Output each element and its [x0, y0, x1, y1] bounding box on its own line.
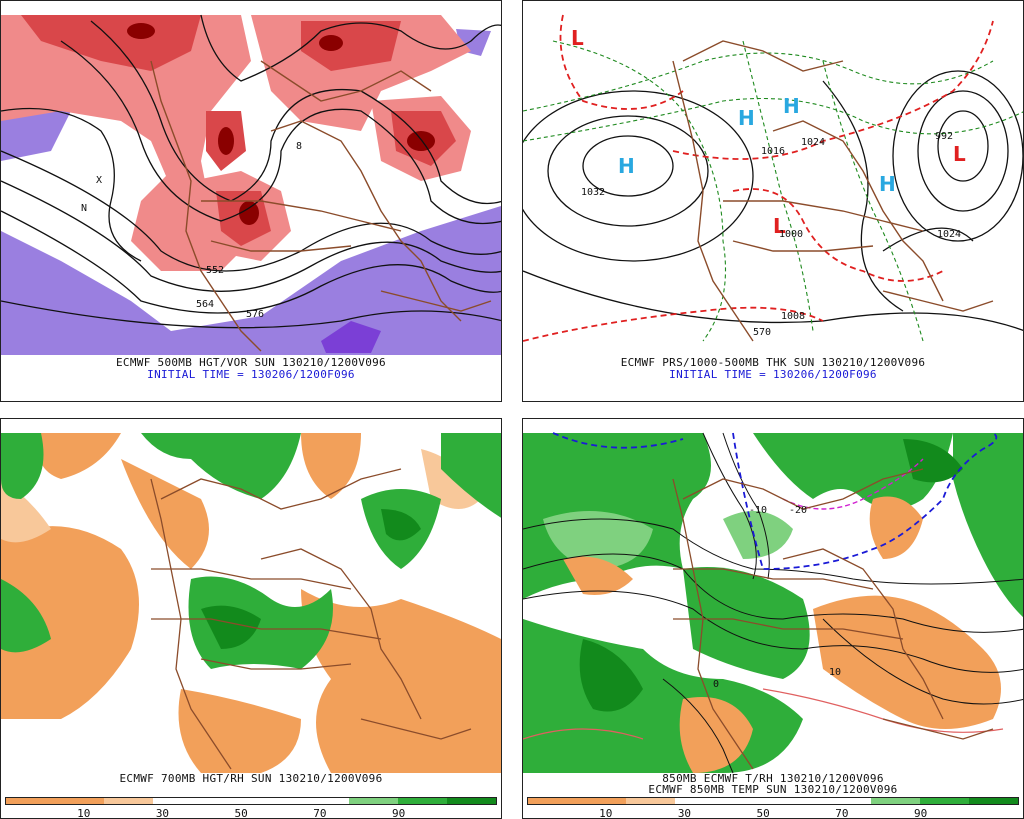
max-vorticity-cores [127, 23, 435, 225]
min-marker-n: N [81, 203, 87, 214]
isobar-label-1024-east: 1024 [937, 229, 961, 240]
isotherm-label-0: 0 [713, 679, 719, 690]
colorbar-tick: 90 [391, 807, 406, 819]
saturated-areas [201, 509, 421, 649]
colorbar-tick: 10 [599, 807, 613, 819]
isotherm-label-minus20: -20 [789, 505, 807, 516]
panel-700mb-rh: ECMWF 700MB HGT/RH SUN 130210/1200V096 1… [0, 418, 502, 819]
vorticity-map: 564 576 552 8 N X [1, 13, 501, 355]
low-pressure-center: L [953, 142, 966, 166]
negative-vorticity-core [321, 321, 381, 353]
rh-map-850mb: 0 -10 10 -20 [523, 431, 1023, 774]
colorbar-tick: 50 [234, 807, 248, 819]
freezing-isotherms [552, 432, 998, 570]
contour-label-552: 552 [206, 265, 224, 276]
panel-850mb-temp-rh: 0 -10 10 -20 850MB ECMWF T/RH 130210/120… [522, 418, 1024, 819]
panel-500mb-vorticity: 564 576 552 8 N X ECMWF 500MB HGT/VOR SU… [0, 0, 502, 402]
rh-colorbar-850mb [527, 797, 1019, 805]
rh-colorbar-700mb [5, 797, 497, 805]
colorbar-ticks: 10 30 50 70 90 [527, 807, 1019, 819]
low-pressure-center: L [773, 214, 786, 238]
colorbar-tick: 70 [835, 807, 849, 819]
saturated-areas [579, 439, 963, 712]
isotherms [523, 432, 1023, 774]
coastlines [672, 40, 994, 342]
coastlines [150, 60, 492, 352]
max-marker-x: X [96, 175, 102, 186]
pressure-map: H H H H L L L 1032 1024 1016 1000 992 10… [523, 13, 1023, 355]
isobar-label-1032: 1032 [581, 187, 605, 198]
colorbar-ticks: 10 30 50 70 90 [5, 807, 497, 819]
high-pressure-center: H [879, 172, 896, 196]
contour-label-564: 564 [196, 299, 214, 310]
height-contours [1, 14, 501, 329]
caption-bottom-left: ECMWF 700MB HGT/RH SUN 130210/1200V096 [119, 772, 383, 785]
isobar-label-1000: 1000 [779, 229, 803, 240]
high-pressure-center: H [783, 94, 800, 118]
colorbar-tick: 10 [77, 807, 91, 819]
cold-isotherms [782, 458, 924, 510]
coastlines [672, 468, 994, 770]
low-pressure-center: L [571, 26, 584, 50]
rh-map-700mb [1, 431, 501, 773]
caption-top-right-line1: ECMWF PRS/1000-500MB THK SUN 130210/1200… [620, 356, 926, 369]
freezing-thickness-lines [523, 14, 994, 342]
dry-areas [1, 433, 501, 773]
high-pressure-center: H [738, 106, 755, 130]
colorbar-tick: 30 [155, 807, 170, 819]
colorbar-tick: 70 [313, 807, 327, 819]
isobar-label-1008: 1008 [781, 311, 805, 322]
caption-bottom-right-line2: ECMWF 850MB TEMP SUN 130210/1200V096 [648, 783, 898, 796]
panel-pressure-thickness: H H H H L L L 1032 1024 1016 1000 992 10… [522, 0, 1024, 402]
isobar-label-992: 992 [935, 131, 953, 142]
thickness-label-570: 570 [753, 327, 771, 338]
isobar-label-1016: 1016 [761, 146, 785, 157]
isotherm-label-minus10: -10 [749, 505, 767, 516]
contour-label-8: 8 [296, 141, 302, 152]
isotherm-label-10: 10 [829, 667, 841, 678]
caption-bottom-right-line1: 850MB ECMWF T/RH 130210/1200V096 [662, 772, 884, 785]
colorbar-tick: 50 [756, 807, 770, 819]
isobar-label-1024: 1024 [801, 137, 825, 148]
contour-label-576: 576 [246, 309, 264, 320]
high-pressure-center: H [618, 154, 635, 178]
caption-top-right-line2: INITIAL TIME = 130206/1200F096 [669, 368, 877, 381]
colorbar-tick: 30 [677, 807, 692, 819]
dry-areas [563, 496, 1001, 773]
caption-top-left-line1: ECMWF 500MB HGT/VOR SUN 130210/1200V096 [116, 356, 386, 369]
colorbar-tick: 90 [913, 807, 928, 819]
isobars [523, 70, 1023, 332]
caption-top-left-line2: INITIAL TIME = 130206/1200F096 [147, 368, 355, 381]
coastlines [150, 468, 472, 770]
